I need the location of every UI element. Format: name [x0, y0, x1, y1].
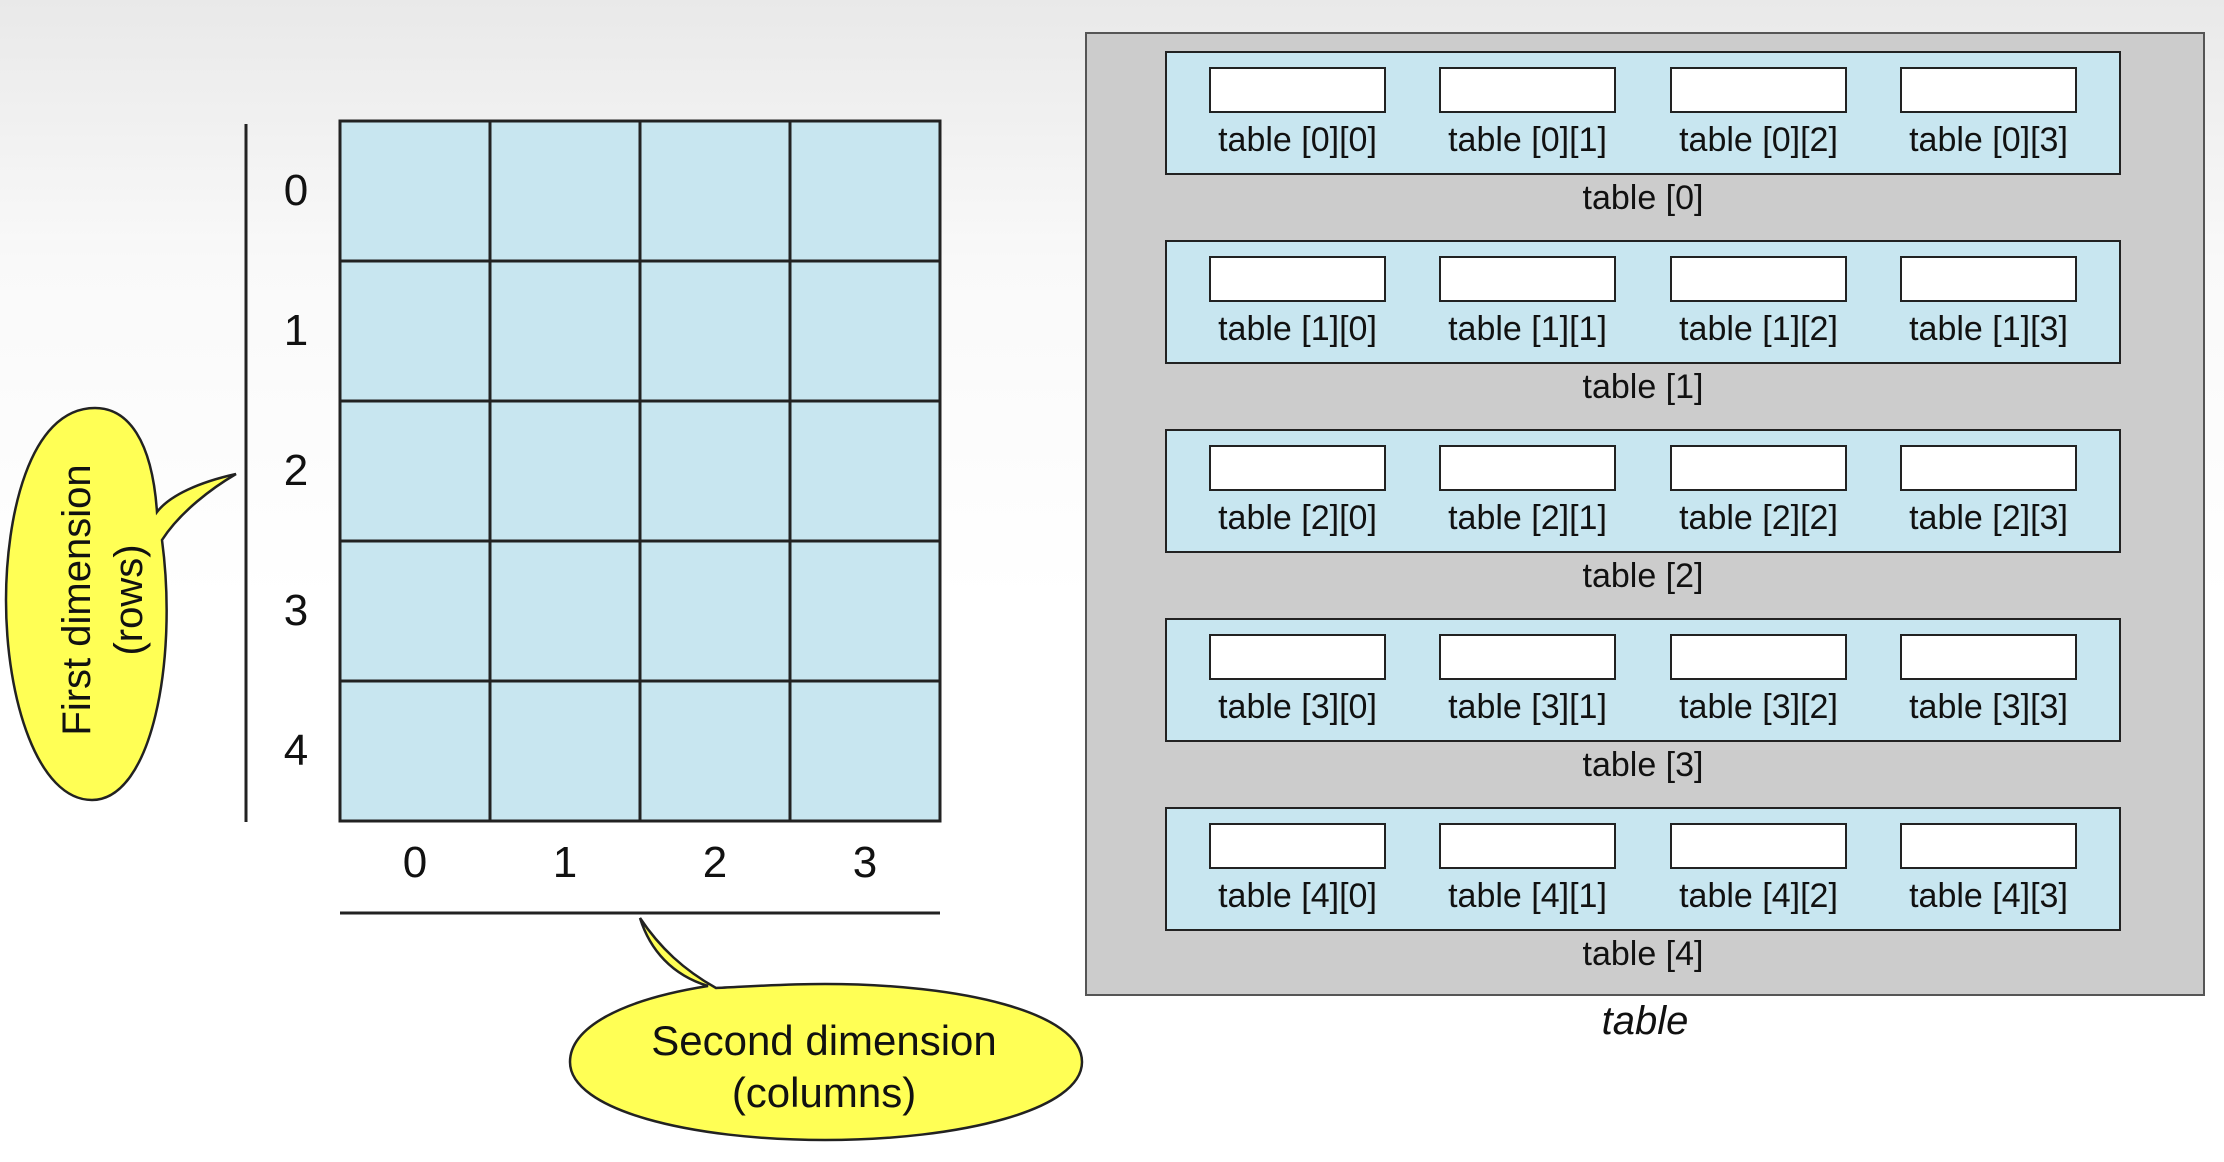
table-element-box: [1209, 256, 1386, 302]
table-element-box: [1209, 634, 1386, 680]
table-element-label: table [4][3]: [1909, 877, 2068, 915]
table-element-label: table [2][3]: [1909, 499, 2068, 537]
table-element-label: table [2][0]: [1218, 499, 1377, 537]
table-row-label: table [1]: [1583, 368, 1704, 406]
grid-cell: [488, 399, 642, 543]
grid-cell: [338, 259, 492, 403]
row-index-label: 4: [284, 726, 308, 775]
table-element-label: table [3][3]: [1909, 688, 2068, 726]
grid-cells: [338, 119, 942, 823]
rows-callout-bubble: [4, 406, 237, 802]
table-element-box: [1670, 256, 1847, 302]
table-element-box: [1900, 256, 2077, 302]
table-rows: table [0][0] table [0][1] table [0][2] tabl…: [1165, 51, 2121, 973]
grid-cell: [488, 119, 642, 263]
table-element-label: table [1][0]: [1218, 310, 1377, 348]
table-element-label: table [0][1]: [1448, 121, 1607, 159]
row-index-label: 3: [284, 586, 308, 635]
grid-cell: [788, 539, 942, 683]
grid-cell: [788, 399, 942, 543]
grid-cell: [338, 679, 492, 823]
table-element-box: [1209, 67, 1386, 113]
grid-cell: [638, 259, 792, 403]
grid-cell: [788, 259, 942, 403]
column-index-label: 1: [553, 838, 577, 887]
row-index-label: 1: [284, 306, 308, 355]
table-element-box: [1900, 823, 2077, 869]
column-index-label: 2: [703, 838, 727, 887]
array-grid-view: 0 1 2 3 4 0 1 2 3: [244, 119, 942, 915]
table-element-box: [1439, 67, 1616, 113]
table-element-label: table [0][2]: [1679, 121, 1838, 159]
table-element-label: table [4][1]: [1448, 877, 1607, 915]
grid-cell: [338, 539, 492, 683]
column-index-labels: 0 1 2 3: [403, 838, 877, 887]
table-element-label: table [2][1]: [1448, 499, 1607, 537]
table-element-box: [1900, 445, 2077, 491]
grid-cell: [638, 539, 792, 683]
grid-cell: [338, 119, 492, 263]
row-index-label: 2: [284, 446, 308, 495]
table-element-box: [1670, 67, 1847, 113]
grid-cell: [488, 539, 642, 683]
table-element-box: [1439, 256, 1616, 302]
table-element-box: [1209, 445, 1386, 491]
column-index-label: 3: [853, 838, 877, 887]
grid-cell: [338, 399, 492, 543]
grid-cell: [638, 119, 792, 263]
table-element-label: table [3][2]: [1679, 688, 1838, 726]
table-element-box: [1439, 445, 1616, 491]
grid-cell: [788, 679, 942, 823]
table-element-label: table [4][0]: [1218, 877, 1377, 915]
table-element-box: [1900, 634, 2077, 680]
table-element-label: table [3][0]: [1218, 688, 1377, 726]
table-row-label: table [3]: [1583, 746, 1704, 784]
table-element-label: table [1][3]: [1909, 310, 2068, 348]
table-row-label: table [0]: [1583, 179, 1704, 217]
table-element-label: table [3][1]: [1448, 688, 1607, 726]
rows-callout-line-2: (rows): [107, 544, 151, 655]
row-index-label: 0: [284, 166, 308, 215]
table-element-label: table [2][2]: [1679, 499, 1838, 537]
table-element-box: [1900, 67, 2077, 113]
columns-callout: Second dimension (columns): [568, 917, 1084, 1142]
table-element-label: table [4][2]: [1679, 877, 1838, 915]
table-element-label: table [1][2]: [1679, 310, 1838, 348]
rows-callout: First dimension (rows): [4, 406, 237, 802]
row-index-labels: 0 1 2 3 4: [284, 166, 308, 775]
table-element-label: table [1][1]: [1448, 310, 1607, 348]
grid-cell: [638, 399, 792, 543]
rows-callout-line-1: First dimension: [55, 464, 99, 735]
column-index-label: 0: [403, 838, 427, 887]
columns-callout-line-2: (columns): [732, 1069, 916, 1116]
table-element-box: [1670, 445, 1847, 491]
table-caption: table: [1602, 999, 1689, 1043]
table-row-label: table [4]: [1583, 935, 1704, 973]
table-element-label: table [0][0]: [1218, 121, 1377, 159]
grid-cell: [638, 679, 792, 823]
table-element-box: [1439, 823, 1616, 869]
table-element-box: [1670, 634, 1847, 680]
table-row-label: table [2]: [1583, 557, 1704, 595]
array-memory-view: table [0][0] table [0][1] table [0][2] tabl…: [1085, 32, 2205, 1043]
grid-cell: [488, 679, 642, 823]
grid-cell: [788, 119, 942, 263]
columns-callout-line-1: Second dimension: [651, 1017, 997, 1064]
table-element-box: [1670, 823, 1847, 869]
grid-cell: [488, 259, 642, 403]
columns-callout-bubble: [568, 917, 1084, 1142]
table-element-box: [1439, 634, 1616, 680]
table-element-box: [1209, 823, 1386, 869]
table-element-label: table [0][3]: [1909, 121, 2068, 159]
